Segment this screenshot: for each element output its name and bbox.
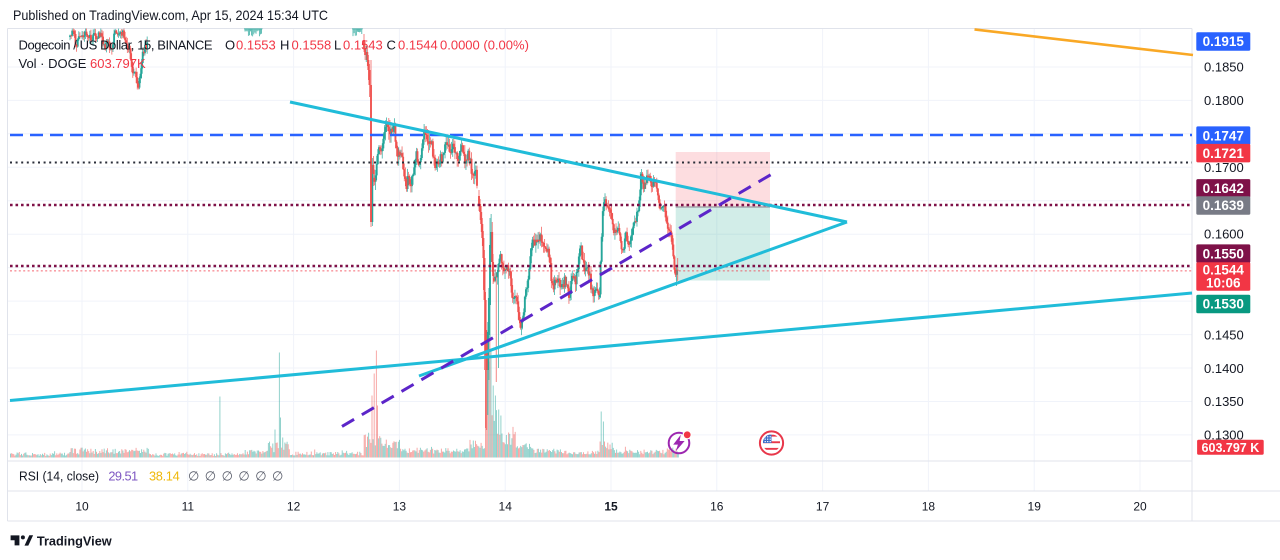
svg-text:10: 10 [75, 500, 89, 514]
svg-text:603.797K: 603.797K [90, 56, 146, 71]
svg-text:Vol · DOGE: Vol · DOGE [19, 56, 87, 71]
svg-text:0.1550: 0.1550 [1203, 246, 1244, 261]
svg-text:H: H [280, 38, 289, 53]
svg-text:0.1350: 0.1350 [1204, 394, 1244, 409]
svg-text:0.0000 (0.00%): 0.0000 (0.00%) [440, 38, 529, 53]
svg-text:0.1558: 0.1558 [292, 38, 332, 53]
svg-text:17: 17 [816, 500, 830, 514]
svg-text:0.1700: 0.1700 [1204, 160, 1244, 175]
svg-text:0.1530: 0.1530 [1203, 297, 1244, 312]
svg-text:∅: ∅ [188, 469, 199, 484]
svg-text:∅: ∅ [272, 469, 283, 484]
svg-text:0.1300: 0.1300 [1204, 427, 1244, 442]
svg-text:0.1915: 0.1915 [1203, 34, 1245, 49]
svg-text:∅: ∅ [255, 469, 266, 484]
svg-text:∅: ∅ [238, 469, 249, 484]
svg-text:0.1544: 0.1544 [1203, 262, 1245, 277]
svg-text:0.1800: 0.1800 [1204, 93, 1244, 108]
svg-text:0.1544: 0.1544 [398, 38, 438, 53]
svg-text:10:06: 10:06 [1206, 276, 1241, 291]
svg-text:0.1642: 0.1642 [1203, 181, 1244, 196]
svg-text:38.14: 38.14 [149, 469, 180, 484]
svg-text:0.1450: 0.1450 [1204, 328, 1244, 343]
svg-text:29.51: 29.51 [108, 469, 138, 484]
svg-text:0.1600: 0.1600 [1204, 227, 1244, 242]
svg-text:16: 16 [710, 500, 724, 514]
svg-text:0.1639: 0.1639 [1203, 198, 1244, 213]
svg-text:Dogecoin / US Dollar, 15, BINA: Dogecoin / US Dollar, 15, BINANCE [19, 38, 213, 53]
svg-text:Published on TradingView.com,: Published on TradingView.com, Apr 15, 20… [13, 8, 328, 23]
svg-text:O: O [225, 38, 235, 53]
svg-text:603.797 K: 603.797 K [1202, 441, 1260, 455]
svg-text:0.1721: 0.1721 [1203, 146, 1245, 161]
svg-text:18: 18 [922, 500, 936, 514]
svg-text:TradingView: TradingView [37, 534, 113, 549]
svg-text:0.1747: 0.1747 [1203, 128, 1244, 143]
svg-text:L: L [334, 38, 341, 53]
svg-text:∅: ∅ [222, 469, 233, 484]
svg-text:15: 15 [604, 500, 618, 514]
svg-text:11: 11 [182, 500, 195, 514]
svg-text:14: 14 [499, 500, 513, 514]
svg-text:C: C [387, 38, 396, 53]
svg-text:∅: ∅ [205, 469, 216, 484]
svg-text:19: 19 [1028, 500, 1042, 514]
svg-text:20: 20 [1133, 500, 1147, 514]
svg-text:13: 13 [393, 500, 407, 514]
svg-text:RSI (14, close): RSI (14, close) [19, 469, 99, 484]
svg-text:12: 12 [287, 500, 301, 514]
svg-text:0.1543: 0.1543 [343, 38, 383, 53]
svg-text:0.1400: 0.1400 [1204, 361, 1244, 376]
svg-text:0.1850: 0.1850 [1204, 60, 1244, 75]
svg-text:0.1553: 0.1553 [236, 38, 276, 53]
